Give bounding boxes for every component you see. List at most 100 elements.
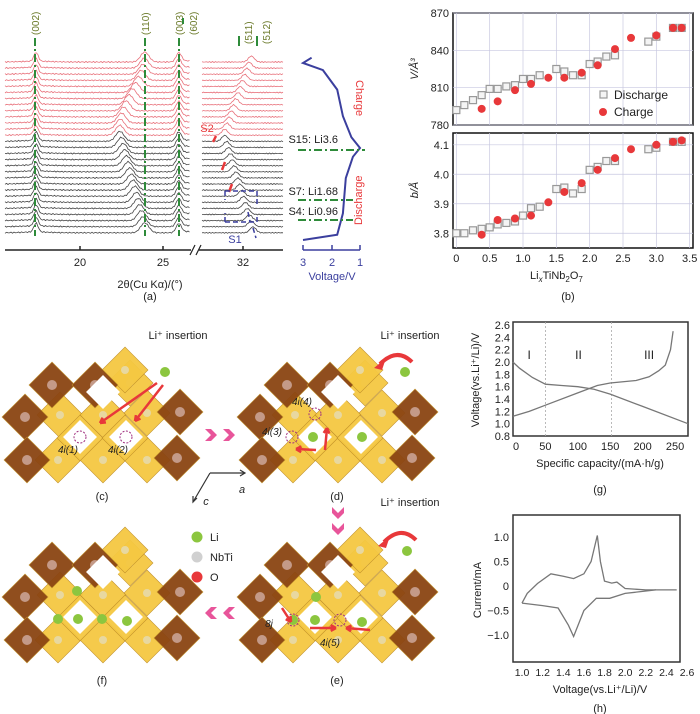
charge-point: [593, 61, 602, 70]
charge-label: Charge: [353, 80, 365, 116]
plot-frame-top: [452, 12, 694, 126]
xrd-trace-left: [4, 75, 190, 88]
xrd-trace-left: [4, 51, 190, 64]
x-tick-label: 200: [633, 441, 651, 453]
nbti-atom: [99, 411, 107, 419]
xrd-trace-left: [4, 57, 190, 70]
y-axis-label: Voltage(vs.Li⁺/Li)/V: [470, 332, 482, 427]
legend-label: NbTi: [210, 552, 233, 564]
y-axis-label: Current/mA: [472, 561, 484, 618]
li-atom: [311, 592, 321, 602]
y-tick-label: 3.9: [434, 199, 449, 211]
nbti-atom: [334, 591, 342, 599]
y-tick-label: 0.5: [494, 557, 509, 569]
caption-d: (d): [330, 491, 343, 503]
x-axis-label-part: 2: [565, 275, 570, 284]
nbti-atom: [99, 636, 107, 644]
y-tick-label: 2.2: [495, 345, 510, 357]
red-arrow: [310, 624, 337, 632]
peak-label: (110): [141, 12, 152, 35]
li-atom: [402, 546, 412, 556]
charge-point: [560, 187, 569, 196]
xrd-trace-left: [4, 99, 190, 112]
crystal-axes-icon: [192, 469, 247, 504]
discharge-point: [460, 229, 469, 238]
region-label: III: [644, 348, 654, 362]
charge-point: [544, 198, 553, 207]
nbti-atom: [291, 591, 299, 599]
xrd-trace-right: [201, 171, 284, 179]
legend-discharge-marker: [599, 90, 608, 99]
caption-a: (a): [143, 291, 156, 303]
y-tick-label: 4.0: [434, 169, 449, 181]
discharge-point: [602, 52, 611, 61]
site-label: 4i(3): [262, 427, 282, 438]
y-tick-label: 1.2: [495, 406, 510, 418]
voltage-tick-label: 2: [329, 257, 335, 269]
caption-h: (h): [593, 703, 606, 714]
x-tick-label: 1.5: [549, 253, 564, 265]
x-tick-label: 100: [569, 441, 587, 453]
nbti-atom: [282, 380, 292, 390]
y-tick-label: 0.8: [495, 431, 510, 443]
axis-a-label: a: [239, 484, 245, 496]
xrd-trace-left: [4, 142, 190, 155]
nbti-atom: [289, 456, 297, 464]
y-tick-label: 870: [431, 8, 449, 20]
legend-charge: Charge: [614, 105, 654, 119]
nbti-atom: [99, 456, 107, 464]
xrd-trace-right: [201, 159, 284, 167]
discharge-point: [502, 218, 511, 228]
structure-panel-c: [1, 346, 204, 484]
discharge-point: [493, 84, 502, 94]
nbti-atom: [257, 455, 267, 465]
x-tick-label: 2.0: [582, 253, 597, 265]
xrd-trace-right: [201, 86, 284, 94]
nbti-atom: [54, 636, 62, 644]
charge-curve: [512, 331, 674, 417]
x-tick-label: 2.0: [618, 667, 633, 679]
xrd-trace-left: [4, 209, 190, 222]
xrd-trace-right: [201, 92, 284, 100]
nbti-atom: [289, 636, 297, 644]
x-tick-label: 1.6: [577, 667, 592, 679]
chevron-icon: [223, 607, 235, 619]
caption-e: (e): [330, 675, 343, 687]
xrd-trace-right: [201, 110, 284, 118]
nbti-atom: [121, 546, 129, 554]
site-label: 4i(4): [292, 397, 312, 408]
li-atom: [310, 615, 320, 625]
chevron-icon: [332, 523, 344, 535]
li-atom: [400, 367, 410, 377]
charge-point: [652, 31, 661, 40]
nbti-atom: [143, 636, 151, 644]
vacancy-site: [333, 613, 347, 627]
xrd-trace-right: [201, 73, 284, 82]
xrd-trace-right: [201, 195, 284, 204]
nbti-atom: [99, 591, 107, 599]
nbti-atom: [175, 587, 185, 597]
y-tick-label: 2.0: [495, 357, 510, 369]
li-atom: [73, 614, 83, 624]
insertion-label-e: Li⁺ insertion: [380, 497, 439, 509]
caption-b: (b): [561, 291, 574, 303]
charge-point: [627, 145, 635, 154]
nbti-atom: [378, 636, 386, 644]
voltage-tick-label: 3: [300, 257, 306, 269]
xrd-trace-right: [201, 214, 284, 222]
nbti-atom: [56, 411, 64, 419]
xrd-trace-left: [4, 179, 190, 192]
li-atom: [308, 432, 318, 442]
xrd-trace-left: [4, 81, 190, 94]
nbti-atom: [54, 456, 62, 464]
red-arrow: [322, 427, 331, 451]
xrd-trace-right: [201, 164, 284, 173]
x-tick-label: 2.5: [615, 253, 630, 265]
x-tick-label: 20: [74, 257, 86, 269]
x-tick-label: 2.6: [680, 667, 695, 679]
x-tick-label: 1.2: [535, 667, 550, 679]
nbti-atom: [20, 592, 30, 602]
charge-point: [493, 215, 502, 224]
charge-point: [527, 211, 535, 220]
